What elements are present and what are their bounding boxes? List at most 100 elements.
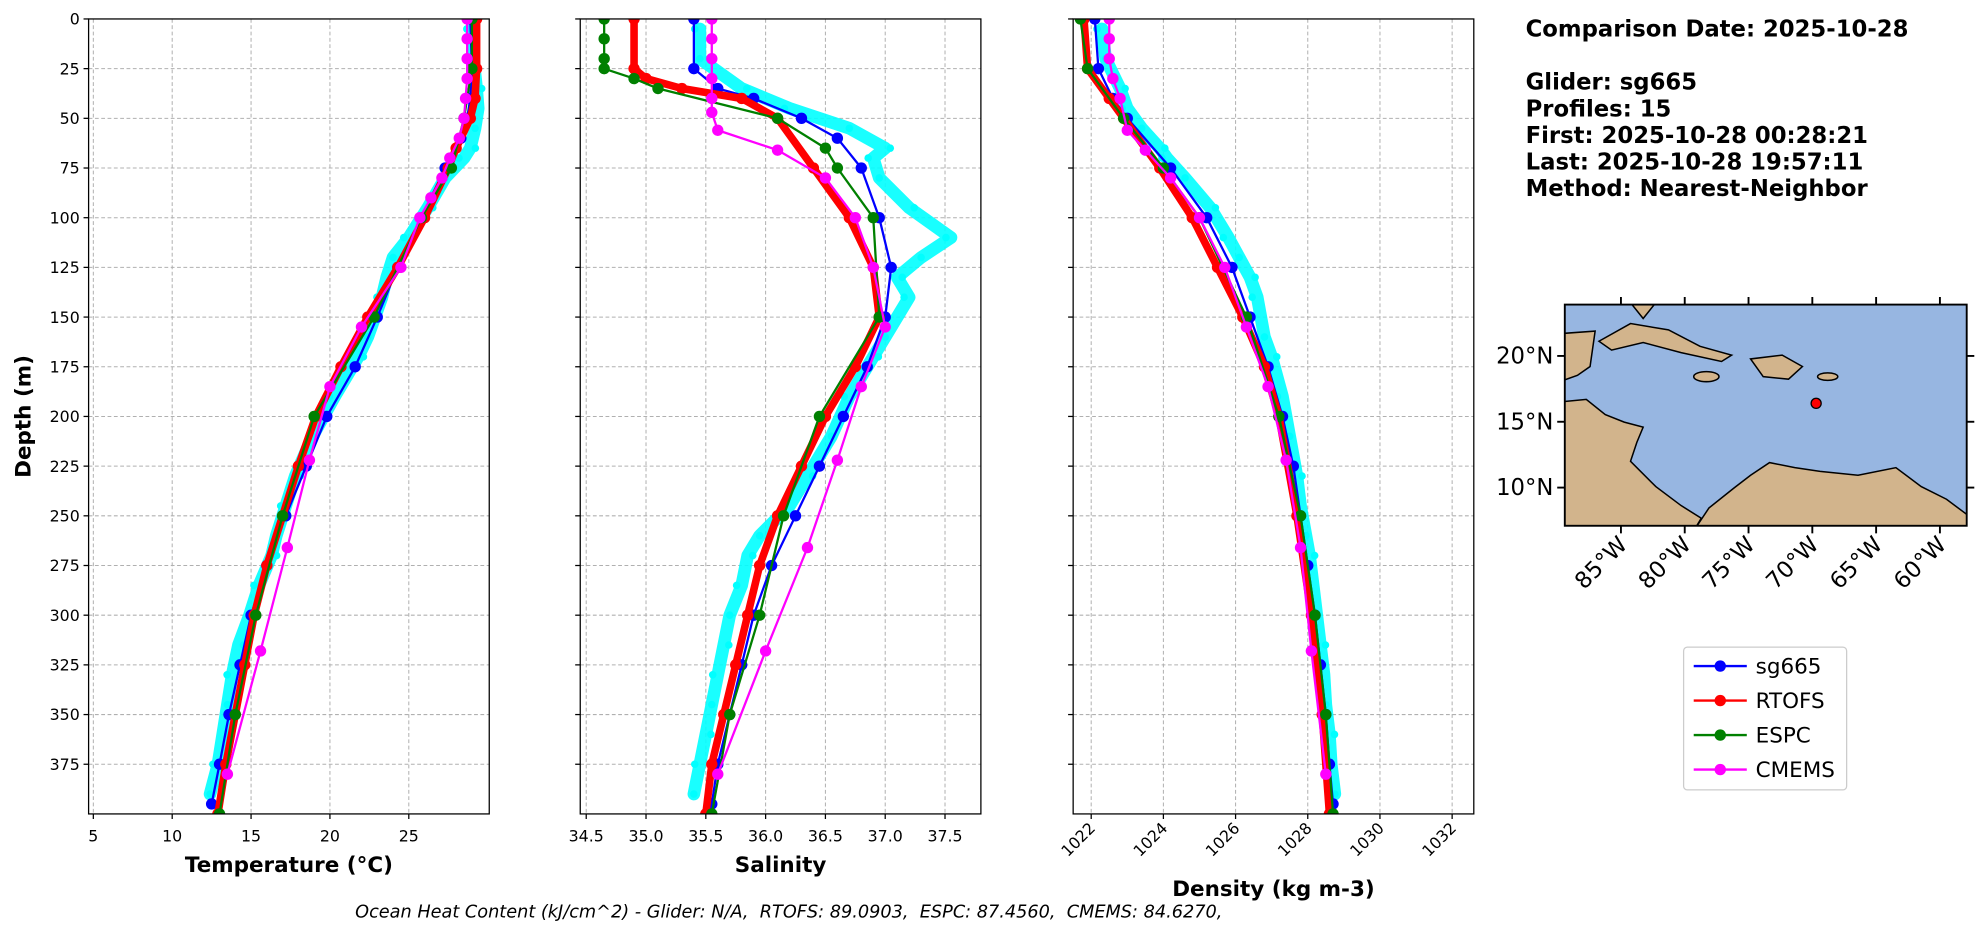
series-point (598, 18, 610, 25)
series-point (466, 62, 478, 75)
footer: Ocean Heat Content (kJ/cm^2) - Glider: N… (355, 903, 1222, 923)
raw-point (1321, 641, 1330, 649)
raw-point (389, 253, 397, 262)
y-tick-label: 100 (50, 208, 80, 227)
raw-point (845, 124, 854, 133)
series-point (229, 708, 241, 721)
series-point (308, 410, 320, 423)
map-lon-label: 70°W (1761, 532, 1824, 595)
plot-area (203, 18, 486, 814)
series-point (254, 645, 267, 657)
series-point (885, 261, 897, 274)
series-point (628, 72, 640, 85)
map (1563, 303, 1968, 527)
series-line (1108, 18, 1327, 775)
series-point (1089, 18, 1101, 25)
x-tick-label: 1032 (1418, 818, 1460, 860)
series-point (1327, 808, 1339, 814)
raw-point (742, 84, 751, 93)
series-point (1240, 321, 1253, 333)
series-line (218, 18, 474, 814)
series-point (213, 808, 226, 814)
raw-point (748, 551, 757, 560)
raw-point (696, 54, 704, 63)
series-line (692, 18, 893, 805)
series-point (1081, 62, 1094, 75)
series-point (712, 768, 724, 780)
series-point (1280, 454, 1292, 466)
series-line (630, 18, 884, 814)
series-line (1093, 18, 1335, 805)
series-point (706, 33, 718, 45)
raw-point (732, 581, 741, 590)
raw-point (471, 124, 479, 133)
x-tick-label: 35.5 (688, 827, 723, 846)
x-tick-label: 25 (399, 827, 419, 846)
raw-point (1137, 124, 1146, 133)
series-point (1294, 541, 1307, 554)
raw-point (272, 551, 281, 560)
x-tick-label: 1026 (1202, 818, 1244, 860)
series-point (1294, 510, 1307, 522)
x-tick-label: 20 (320, 827, 340, 846)
series-point (1219, 261, 1231, 274)
y-tick-label: 50 (60, 109, 80, 128)
series-point (321, 410, 333, 423)
raw-band (1095, 22, 1342, 801)
series-point (771, 112, 784, 125)
raw-point (1330, 730, 1339, 739)
raw-point (1310, 551, 1319, 560)
x-axis-label: Salinity (735, 853, 827, 878)
series-point (628, 18, 640, 25)
series-point (598, 62, 610, 75)
legend-marker (1714, 694, 1726, 707)
raw-point (886, 144, 895, 152)
y-tick-label: 350 (50, 705, 80, 724)
series-point (706, 92, 718, 105)
series-point (813, 410, 826, 423)
raw-point (690, 760, 699, 769)
series-point (706, 808, 718, 814)
raw-point (910, 203, 918, 212)
raw-point (477, 84, 486, 93)
legend-label: ESPC (1756, 724, 1811, 749)
series-point (688, 18, 700, 25)
series-point (1139, 144, 1152, 156)
y-tick-label: 200 (50, 407, 80, 426)
x-tick-label: 1030 (1346, 818, 1388, 860)
raw-point (725, 611, 734, 619)
series-point (807, 162, 820, 174)
series-point (324, 380, 336, 393)
raw-point (223, 671, 231, 679)
series-point (831, 162, 844, 174)
x-tick-label: 37.0 (868, 827, 903, 846)
series-point (1107, 72, 1119, 85)
land (1564, 304, 1967, 526)
y-tick-label: 325 (50, 656, 80, 675)
legend-marker (1714, 763, 1726, 776)
x-tick-label: 1024 (1129, 818, 1171, 860)
y-tick-label: 0 (70, 10, 80, 29)
map-lat-label: 15°N (1496, 409, 1553, 435)
series-point (444, 152, 456, 164)
raw-point (455, 154, 463, 162)
plot-area (598, 18, 958, 814)
south-america (1696, 461, 1967, 526)
raw-point (223, 700, 232, 709)
raw-point (917, 253, 925, 262)
yucatan (1564, 330, 1597, 381)
legend-marker (1714, 729, 1726, 741)
series-point (855, 162, 867, 174)
series-point (453, 132, 465, 144)
series-point (303, 454, 316, 466)
series-point (849, 212, 862, 224)
series-point (712, 124, 724, 136)
series-point (1103, 53, 1115, 65)
series-point (795, 112, 808, 125)
legend-label: CMEMS (1756, 758, 1835, 783)
series-line (226, 18, 469, 775)
series-point (706, 53, 718, 65)
map-lon-label: 75°W (1698, 532, 1761, 595)
raw-point (1211, 203, 1220, 212)
